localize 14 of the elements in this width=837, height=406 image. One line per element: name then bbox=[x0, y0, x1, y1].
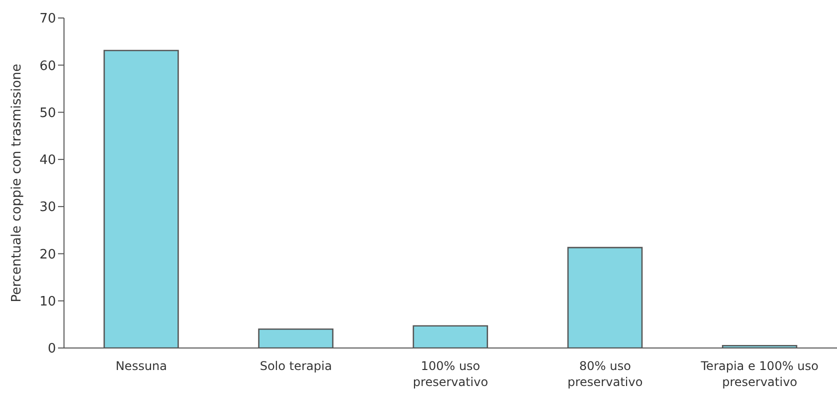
y-axis-title: Percentuale coppie con trasmissione bbox=[10, 64, 25, 302]
y-tick-label: 0 bbox=[48, 342, 56, 357]
x-tick-label: Solo terapia bbox=[260, 359, 332, 373]
y-tick-label: 70 bbox=[39, 12, 56, 27]
y-tick-label: 60 bbox=[39, 58, 56, 74]
y-tick-label: 50 bbox=[39, 106, 56, 121]
x-tick-label: 100% uso preservativo bbox=[412, 359, 488, 389]
x-tick-label: Nessuna bbox=[116, 359, 168, 373]
y-tick-label: 10 bbox=[39, 294, 56, 310]
y-tick-label: 20 bbox=[39, 247, 56, 262]
x-tick-label: Terapia e 100% uso preservativo bbox=[700, 359, 819, 389]
y-tick-label: 30 bbox=[39, 200, 56, 216]
x-tick-label: 80% uso preservativo bbox=[568, 359, 643, 389]
y-tick-label: 40 bbox=[39, 153, 56, 168]
